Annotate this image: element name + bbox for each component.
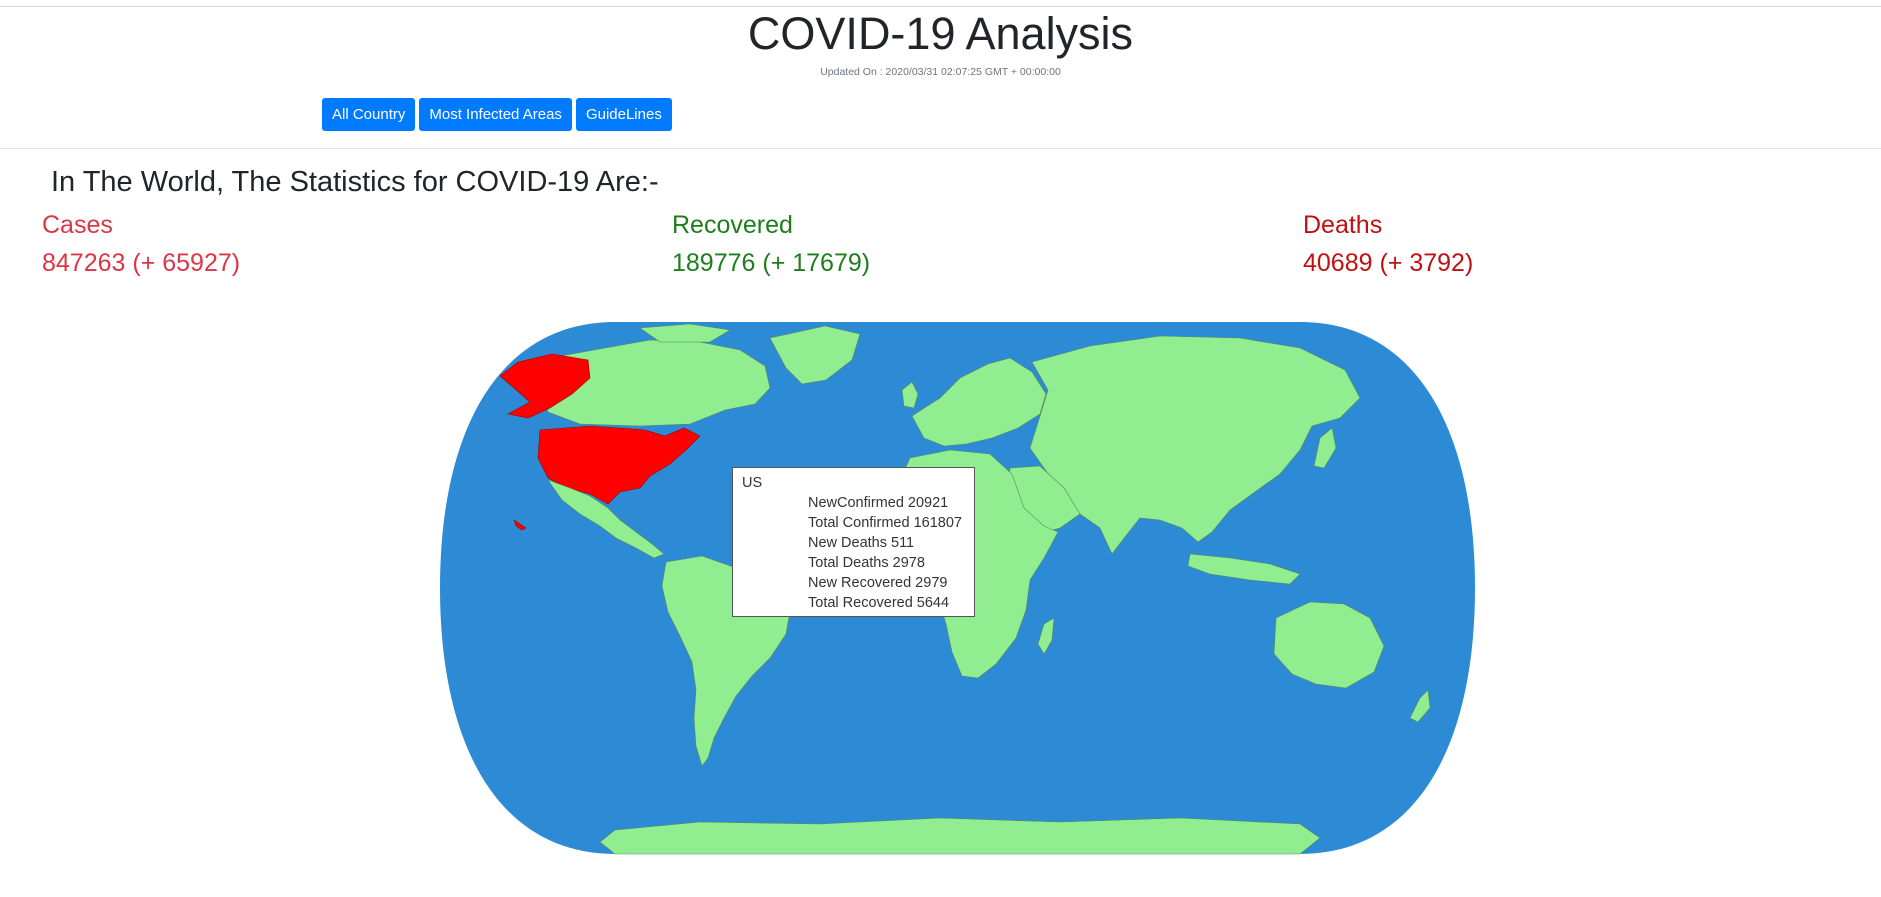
alaska-region[interactable]: [499, 353, 591, 419]
hawaii-region[interactable]: [513, 519, 527, 531]
australia-landmass[interactable]: [1273, 601, 1385, 689]
tooltip-total-deaths: Total Deaths 2978: [808, 555, 925, 571]
southeast-asia-islands[interactable]: [1187, 553, 1301, 585]
greenland-landmass[interactable]: [769, 325, 861, 385]
new-zealand-landmass[interactable]: [1409, 689, 1431, 723]
top-divider: [0, 6, 1881, 7]
tooltip-new-recovered: New Recovered 2979: [808, 575, 948, 591]
tooltip-total-recovered: Total Recovered 5644: [808, 595, 950, 611]
arctic-islands[interactable]: [639, 323, 731, 343]
tooltip-total-confirmed: Total Confirmed 161807: [808, 515, 962, 531]
antarctica-landmass[interactable]: [599, 817, 1321, 855]
page-title: COVID-19 Analysis: [747, 8, 1134, 59]
header-divider: [0, 148, 1881, 149]
mexico-central-america-landmass[interactable]: [547, 479, 665, 559]
recovered-label: Recovered: [672, 211, 793, 239]
cases-stat: Cases 847263 (+ 65927): [42, 209, 240, 279]
cases-label: Cases: [42, 211, 113, 239]
tooltip-new-confirmed: NewConfirmed 20921: [808, 495, 949, 511]
country-tooltip: US NewConfirmed 20921 Total Confirmed 16…: [732, 467, 975, 617]
uk-landmass[interactable]: [901, 381, 919, 409]
tooltip-stats: NewConfirmed 20921 Total Confirmed 16180…: [808, 493, 965, 613]
nav-bar: All Country Most Infected Areas GuideLin…: [322, 98, 672, 131]
deaths-stat: Deaths 40689 (+ 3792): [1303, 209, 1473, 279]
tooltip-country-name: US: [742, 475, 763, 491]
guidelines-button[interactable]: GuideLines: [575, 98, 672, 131]
stats-headline: In The World, The Statistics for COVID-1…: [51, 166, 659, 198]
recovered-stat: Recovered 189776 (+ 17679): [672, 209, 870, 279]
cases-value: 847263 (+ 65927): [42, 249, 241, 277]
madagascar-landmass[interactable]: [1037, 617, 1055, 655]
europe-landmass[interactable]: [911, 357, 1047, 447]
tooltip-new-deaths: New Deaths 511: [808, 535, 915, 551]
japan-landmass[interactable]: [1313, 427, 1337, 469]
all-country-button[interactable]: All Country: [322, 98, 416, 131]
most-infected-areas-button[interactable]: Most Infected Areas: [419, 98, 572, 131]
recovered-value: 189776 (+ 17679): [672, 249, 871, 277]
deaths-label: Deaths: [1303, 211, 1383, 239]
updated-timestamp: Updated On : 2020/03/31 02:07:25 GMT + 0…: [820, 66, 1061, 78]
deaths-value: 40689 (+ 3792): [1303, 249, 1474, 277]
